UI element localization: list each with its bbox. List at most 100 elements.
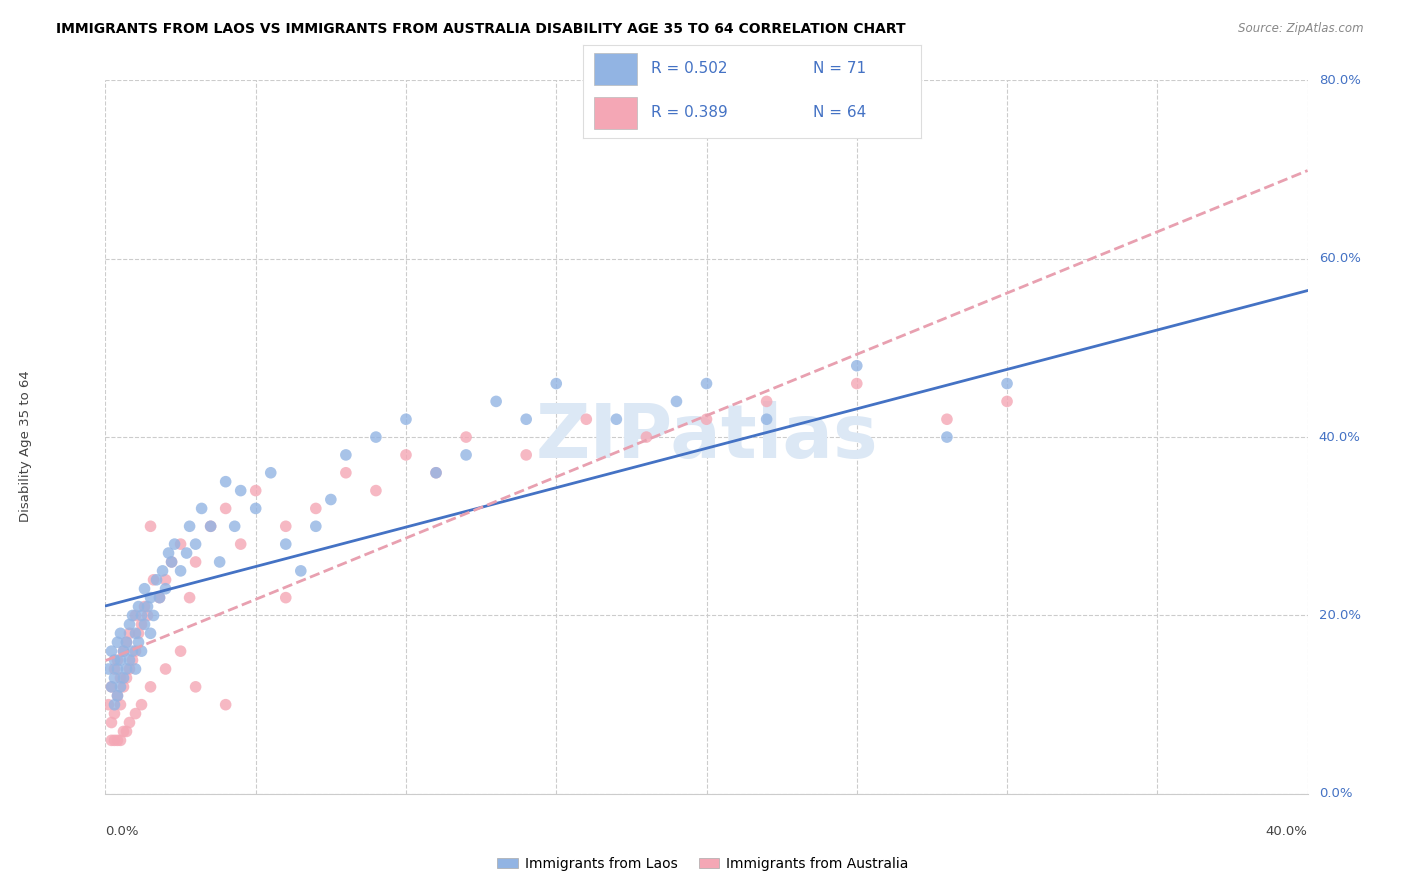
- Legend: Immigrants from Laos, Immigrants from Australia: Immigrants from Laos, Immigrants from Au…: [492, 851, 914, 876]
- Point: [107, 653, 129, 667]
- Point: [115, 724, 138, 739]
- Point: [245, 501, 267, 516]
- Point: [145, 573, 167, 587]
- Point: [97, 662, 120, 676]
- Point: [190, 501, 212, 516]
- Point: [103, 698, 125, 712]
- Point: [107, 662, 129, 676]
- Point: [305, 501, 328, 516]
- Point: [335, 448, 357, 462]
- Point: [665, 394, 688, 409]
- Point: [696, 376, 718, 391]
- Point: [274, 519, 297, 533]
- Point: [115, 635, 138, 649]
- Point: [97, 698, 120, 712]
- Point: [214, 475, 236, 489]
- Point: [139, 680, 162, 694]
- Point: [200, 519, 222, 533]
- Point: [110, 680, 132, 694]
- Text: 40.0%: 40.0%: [1265, 825, 1308, 838]
- Point: [115, 635, 138, 649]
- FancyBboxPatch shape: [593, 97, 637, 129]
- Point: [134, 582, 156, 596]
- Point: [131, 698, 153, 712]
- Point: [136, 608, 159, 623]
- Point: [100, 715, 122, 730]
- Point: [134, 617, 156, 632]
- Point: [290, 564, 312, 578]
- Point: [214, 501, 236, 516]
- Point: [179, 591, 201, 605]
- Point: [515, 448, 537, 462]
- Point: [169, 644, 191, 658]
- Point: [995, 394, 1018, 409]
- Point: [112, 644, 135, 658]
- Point: [110, 653, 132, 667]
- Text: N = 64: N = 64: [813, 105, 866, 120]
- Point: [755, 394, 778, 409]
- Text: 60.0%: 60.0%: [1319, 252, 1361, 265]
- Point: [155, 573, 177, 587]
- Point: [184, 537, 207, 551]
- Point: [179, 519, 201, 533]
- Point: [425, 466, 447, 480]
- Point: [115, 671, 138, 685]
- Point: [845, 376, 868, 391]
- Point: [100, 733, 122, 747]
- Point: [575, 412, 598, 426]
- Point: [364, 430, 387, 444]
- Point: [169, 537, 191, 551]
- Point: [260, 466, 283, 480]
- Point: [515, 412, 537, 426]
- Point: [112, 671, 135, 685]
- Point: [936, 430, 959, 444]
- Point: [103, 662, 125, 676]
- Point: [107, 689, 129, 703]
- Point: [636, 430, 658, 444]
- Point: [169, 564, 191, 578]
- Point: [845, 359, 868, 373]
- Point: [121, 608, 143, 623]
- Point: [124, 626, 146, 640]
- Point: [157, 546, 180, 560]
- Point: [131, 617, 153, 632]
- Point: [139, 519, 162, 533]
- Point: [160, 555, 183, 569]
- Point: [142, 608, 165, 623]
- Point: [139, 591, 162, 605]
- Point: [128, 626, 150, 640]
- FancyBboxPatch shape: [593, 53, 637, 85]
- Point: [128, 599, 150, 614]
- Point: [100, 680, 122, 694]
- Point: [103, 706, 125, 721]
- Point: [118, 626, 141, 640]
- Point: [364, 483, 387, 498]
- Point: [755, 412, 778, 426]
- Point: [100, 680, 122, 694]
- Point: [110, 671, 132, 685]
- Point: [305, 519, 328, 533]
- Point: [112, 680, 135, 694]
- Text: R = 0.389: R = 0.389: [651, 105, 728, 120]
- Text: 80.0%: 80.0%: [1319, 74, 1361, 87]
- Point: [485, 394, 508, 409]
- Point: [128, 635, 150, 649]
- Point: [319, 492, 342, 507]
- Point: [163, 537, 186, 551]
- Point: [605, 412, 627, 426]
- Point: [103, 733, 125, 747]
- Point: [110, 733, 132, 747]
- Point: [425, 466, 447, 480]
- Point: [136, 599, 159, 614]
- Point: [107, 635, 129, 649]
- Text: 40.0%: 40.0%: [1319, 431, 1361, 443]
- Point: [118, 662, 141, 676]
- Text: 0.0%: 0.0%: [105, 825, 139, 838]
- Point: [995, 376, 1018, 391]
- Point: [274, 591, 297, 605]
- Point: [160, 555, 183, 569]
- Point: [121, 653, 143, 667]
- Point: [224, 519, 246, 533]
- Text: ZIPatlas: ZIPatlas: [536, 401, 877, 474]
- Point: [155, 582, 177, 596]
